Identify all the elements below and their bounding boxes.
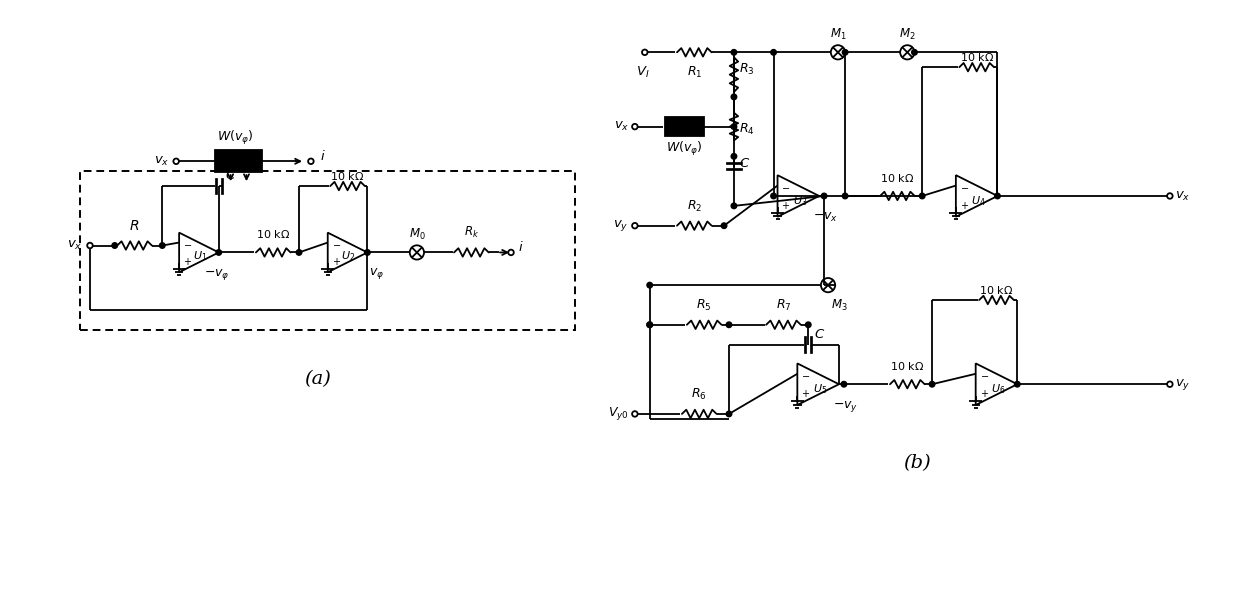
Text: $M_2$: $M_2$: [899, 28, 915, 43]
Circle shape: [216, 250, 222, 255]
Text: $R_1$: $R_1$: [687, 65, 702, 80]
Text: $-v_\varphi$: $-v_\varphi$: [205, 268, 229, 283]
Circle shape: [732, 124, 737, 130]
Text: $R_5$: $R_5$: [697, 298, 712, 313]
Text: $-v_y$: $-v_y$: [833, 399, 858, 414]
Text: $+$: $+$: [781, 200, 791, 211]
Circle shape: [841, 382, 847, 387]
Text: $-$: $-$: [331, 239, 341, 249]
Circle shape: [508, 250, 513, 255]
Text: $W(v_\varphi)$: $W(v_\varphi)$: [217, 130, 254, 148]
Circle shape: [806, 322, 811, 328]
Text: $i$: $i$: [320, 149, 325, 163]
Text: $C$: $C$: [815, 328, 826, 341]
Text: $C$: $C$: [739, 157, 750, 170]
Text: (b): (b): [904, 454, 931, 472]
Text: $R_k$: $R_k$: [464, 225, 479, 240]
FancyBboxPatch shape: [81, 171, 575, 330]
Circle shape: [632, 124, 637, 130]
Text: (a): (a): [304, 370, 331, 388]
Circle shape: [771, 50, 776, 55]
Circle shape: [174, 158, 179, 164]
Circle shape: [994, 193, 1001, 199]
Text: $+$: $+$: [331, 256, 341, 266]
Circle shape: [732, 154, 737, 159]
Text: $-$: $-$: [980, 370, 988, 380]
Text: 10 k$\Omega$: 10 k$\Omega$: [890, 360, 924, 372]
Circle shape: [1014, 382, 1021, 387]
Text: $R$: $R$: [129, 219, 140, 233]
Circle shape: [647, 322, 652, 328]
Text: $U_6$: $U_6$: [991, 382, 1006, 396]
Circle shape: [1167, 382, 1173, 387]
Text: $R_6$: $R_6$: [692, 387, 707, 402]
Text: $+$: $+$: [980, 388, 988, 399]
Text: $R_7$: $R_7$: [776, 298, 791, 313]
Circle shape: [296, 250, 301, 255]
Circle shape: [929, 382, 935, 387]
Circle shape: [642, 50, 647, 55]
Text: $+$: $+$: [801, 388, 810, 399]
Circle shape: [727, 411, 732, 417]
Text: $M_3$: $M_3$: [831, 298, 848, 313]
Text: $U_2$: $U_2$: [341, 249, 356, 263]
Text: $R_3$: $R_3$: [739, 62, 754, 77]
Circle shape: [732, 94, 737, 100]
Circle shape: [1167, 193, 1173, 199]
Circle shape: [919, 193, 925, 199]
Circle shape: [722, 223, 727, 229]
Circle shape: [771, 193, 776, 199]
Text: $V_I$: $V_I$: [636, 65, 650, 80]
Text: $M_1$: $M_1$: [830, 28, 846, 43]
Text: 10 k$\Omega$: 10 k$\Omega$: [257, 228, 290, 240]
Text: $U_5$: $U_5$: [813, 382, 827, 396]
Text: $+$: $+$: [184, 256, 192, 266]
Circle shape: [87, 243, 93, 248]
Text: 10 k$\Omega$: 10 k$\Omega$: [880, 172, 914, 184]
Circle shape: [308, 158, 314, 164]
Text: 10 k$\Omega$: 10 k$\Omega$: [331, 170, 365, 182]
Text: $-$: $-$: [801, 370, 811, 380]
Circle shape: [727, 322, 732, 328]
Circle shape: [911, 50, 918, 55]
Circle shape: [647, 283, 652, 288]
Text: $v_\varphi$: $v_\varphi$: [370, 266, 384, 281]
Text: $U_4$: $U_4$: [971, 194, 986, 208]
Text: $v_x$: $v_x$: [614, 120, 629, 133]
Text: $+$: $+$: [960, 200, 968, 211]
Text: $-$: $-$: [781, 182, 791, 192]
Text: $R_2$: $R_2$: [687, 199, 702, 214]
Circle shape: [732, 50, 737, 55]
Circle shape: [647, 322, 652, 328]
Circle shape: [732, 203, 737, 209]
Text: $v_y$: $v_y$: [614, 218, 629, 233]
Circle shape: [821, 193, 827, 199]
Text: $U_1$: $U_1$: [192, 249, 207, 263]
Circle shape: [365, 250, 370, 255]
Text: $v_x$: $v_x$: [154, 155, 169, 168]
Circle shape: [632, 411, 637, 417]
Bar: [665, 117, 704, 136]
Text: $M_0$: $M_0$: [408, 226, 425, 242]
Bar: [215, 151, 263, 172]
Circle shape: [112, 243, 118, 248]
Text: $v_y$: $v_y$: [1174, 377, 1190, 392]
Text: 10 k$\Omega$: 10 k$\Omega$: [960, 51, 993, 63]
Text: $i$: $i$: [518, 241, 523, 254]
Text: $W(v_\varphi)$: $W(v_\varphi)$: [666, 140, 703, 158]
Text: $C$: $C$: [224, 169, 236, 182]
Text: $-v_x$: $-v_x$: [812, 211, 838, 224]
Text: $v_x$: $v_x$: [67, 239, 82, 252]
Text: $V_{y0}$: $V_{y0}$: [608, 406, 629, 422]
Circle shape: [842, 193, 848, 199]
Text: $-$: $-$: [960, 182, 968, 192]
Circle shape: [842, 50, 848, 55]
Text: $U_3$: $U_3$: [794, 194, 807, 208]
Text: $-$: $-$: [184, 239, 192, 249]
Text: $v_x$: $v_x$: [1174, 190, 1190, 203]
Text: $R_4$: $R_4$: [739, 122, 755, 137]
Circle shape: [160, 243, 165, 248]
Circle shape: [632, 223, 637, 229]
Text: 10 k$\Omega$: 10 k$\Omega$: [980, 284, 1013, 296]
